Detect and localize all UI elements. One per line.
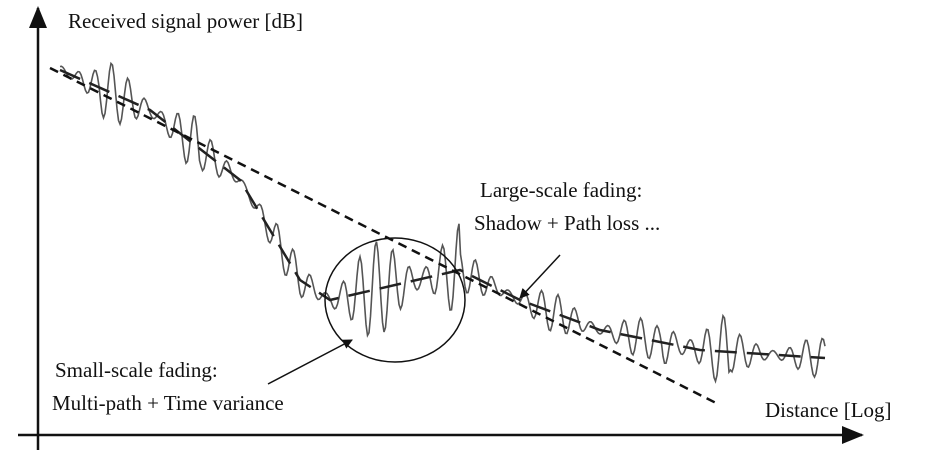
y-axis-label: Received signal power [dB] [68, 9, 303, 33]
small-scale-arrow [267, 339, 353, 385]
shadowing-trend [59, 68, 826, 360]
large-scale-arrow [519, 254, 561, 299]
highlight-ellipse [324, 237, 466, 363]
path-loss-line [49, 66, 719, 406]
large-scale-title: Large-scale fading: [480, 178, 642, 202]
fading-curve [59, 61, 826, 384]
x-axis-label: Distance [Log] [765, 398, 892, 422]
small-scale-title: Small-scale fading: [55, 358, 218, 382]
signal-trace [59, 61, 826, 384]
small-scale-detail: Multi-path + Time variance [52, 391, 284, 415]
large-scale-detail: Shadow + Path loss ... [474, 211, 660, 235]
